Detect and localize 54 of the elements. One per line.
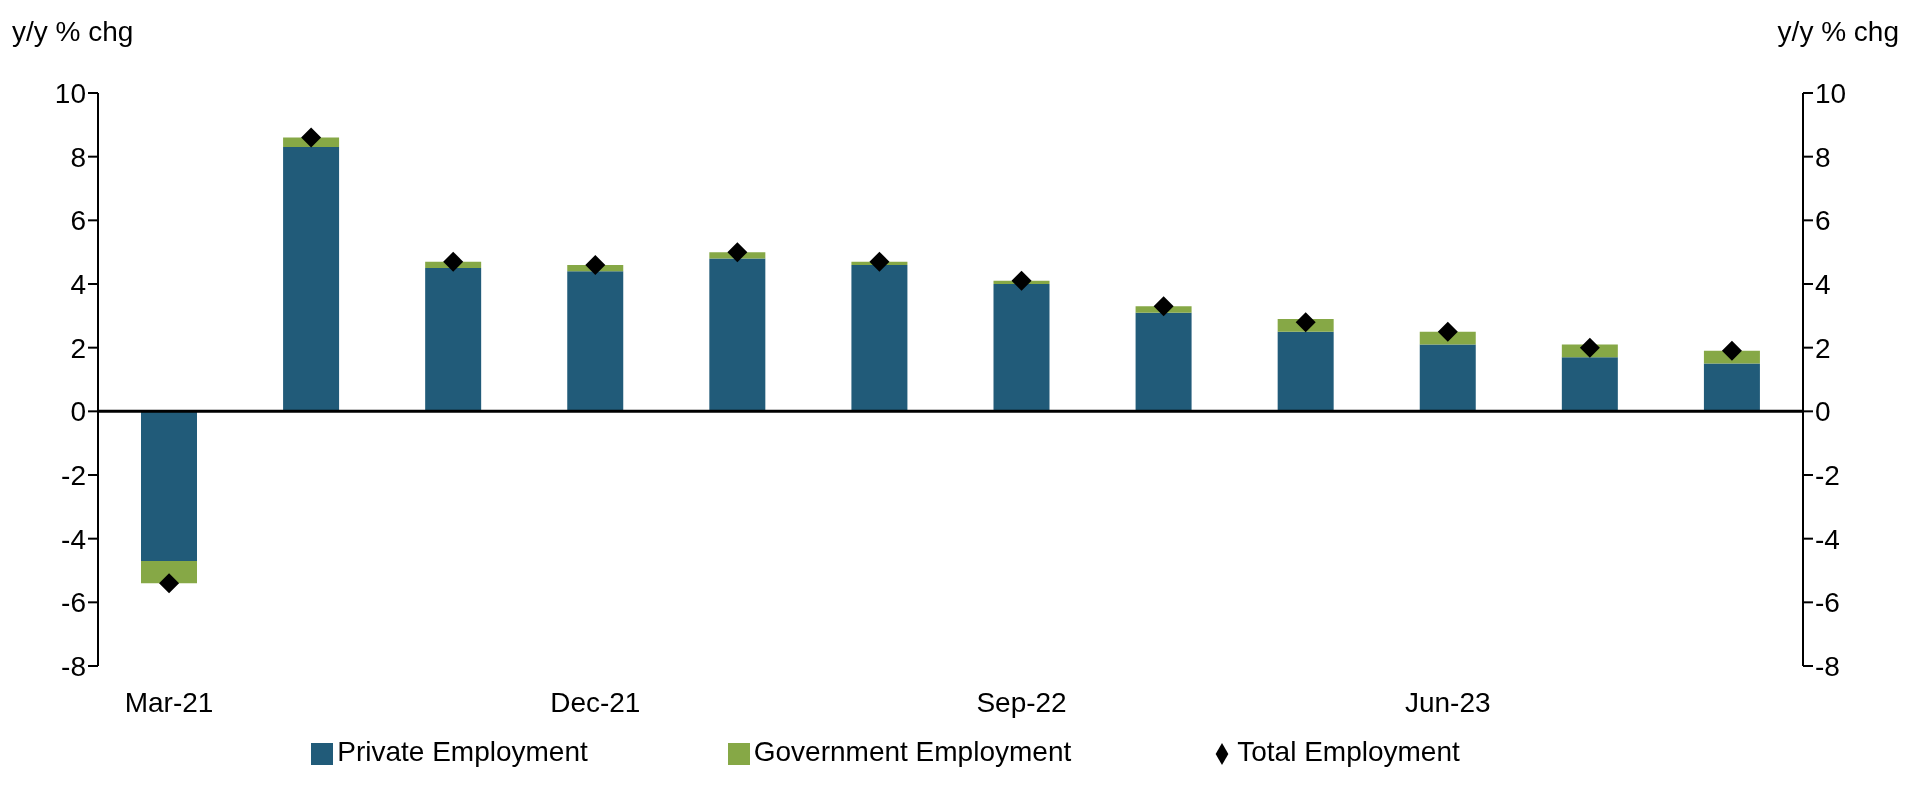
legend-label: Total Employment: [1237, 736, 1460, 767]
point: [443, 251, 464, 272]
bar: [709, 258, 766, 412]
y-axis-title: y/y % chg: [12, 16, 134, 48]
y2-tick-label: -2: [1815, 459, 1840, 491]
point: [1153, 296, 1174, 317]
y-tick-label: -2: [61, 459, 86, 491]
y2-tick-label: -6: [1815, 587, 1840, 619]
bar: [1703, 363, 1760, 412]
x-tick-label: Dec-21: [550, 686, 641, 718]
legend-label: Government Employment: [753, 736, 1072, 767]
x-tick-label: Sep-22: [976, 686, 1067, 718]
y2-tick-label: 8: [1815, 141, 1831, 173]
bar: [993, 284, 1050, 412]
y2-tick-label: 10: [1815, 77, 1847, 109]
y2-tick-label: 0: [1815, 396, 1831, 428]
y-tick-label: 4: [70, 268, 86, 300]
y2-tick-label: -8: [1815, 650, 1840, 682]
y-tick-label: 0: [70, 396, 86, 428]
y2-tick-label: 2: [1815, 332, 1831, 364]
bar: [567, 271, 624, 412]
y-tick-label: -6: [61, 587, 86, 619]
bar: [141, 560, 197, 584]
y2-tick-label: 4: [1815, 268, 1831, 300]
point: [869, 251, 890, 272]
y-tick-label: -4: [61, 523, 86, 555]
y-tick-label: 8: [70, 141, 86, 173]
y2-axis-title: y/y % chg: [1777, 16, 1899, 48]
y-tick-label: 6: [70, 205, 86, 237]
y-tick-label: 2: [70, 332, 86, 364]
y2-tick-label: -4: [1815, 523, 1840, 555]
point: [585, 254, 606, 275]
bar: [141, 411, 197, 561]
bar: [1277, 331, 1334, 412]
bar: [1419, 344, 1476, 412]
y2-tick-label: 6: [1815, 205, 1831, 237]
bar: [283, 147, 340, 412]
bar: [1561, 357, 1618, 412]
point: [301, 127, 322, 148]
y-tick-label: -8: [61, 650, 86, 682]
point: [1579, 337, 1600, 358]
x-tick-label: Mar-21: [124, 686, 214, 718]
point: [1721, 340, 1742, 361]
bar: [851, 264, 908, 412]
point: [1295, 312, 1316, 333]
x-tick-label: Jun-23: [1404, 686, 1491, 718]
point: [1011, 270, 1032, 291]
point: [727, 242, 748, 263]
y-tick-label: 10: [54, 77, 86, 109]
bar: [1135, 312, 1192, 412]
bar: [425, 268, 482, 412]
legend-label: Private Employment: [337, 736, 588, 767]
point: [1437, 321, 1458, 342]
point: [159, 573, 180, 594]
